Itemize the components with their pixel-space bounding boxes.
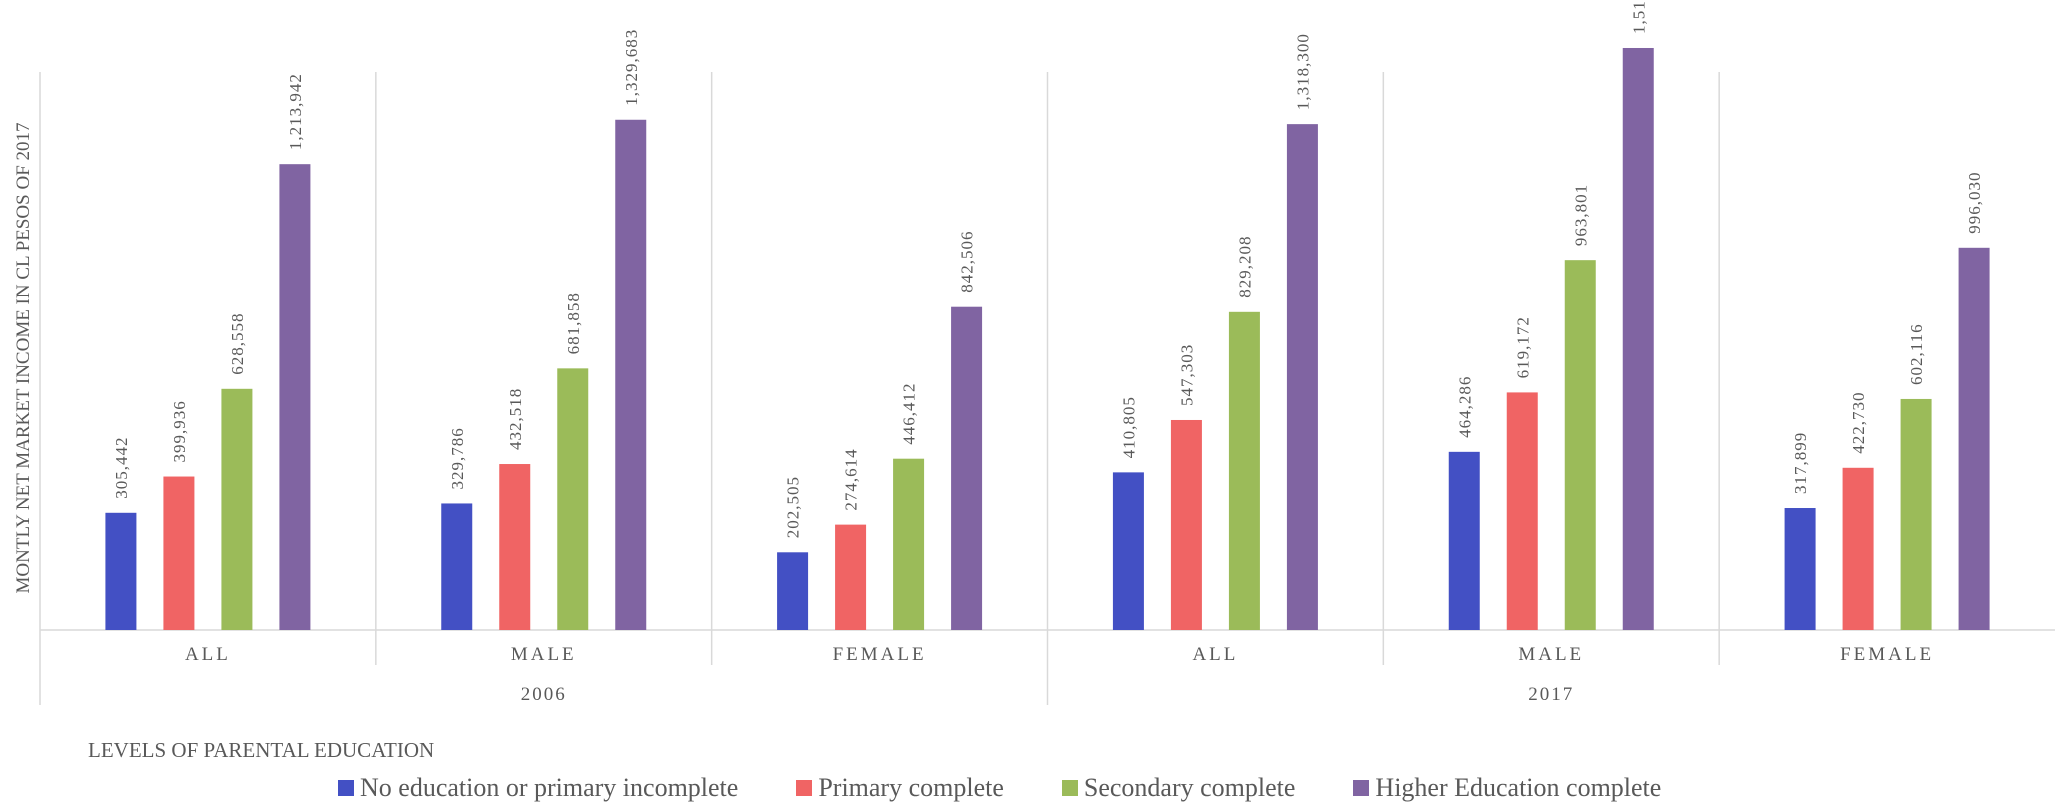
bar: [1170, 419, 1202, 630]
data-label: 1,329,683: [622, 29, 641, 106]
legend-label: No education or primary incomplete: [360, 773, 739, 802]
data-label: 1,213,942: [286, 73, 305, 150]
category-labels: ALL MALE FEMALE ALL MALE FEMALE 2006 2017: [185, 644, 1934, 705]
legend-label: Primary complete: [818, 773, 1004, 802]
category-label: FEMALE: [1840, 644, 1934, 665]
bar: [835, 524, 867, 630]
bar: [1506, 392, 1538, 630]
data-label: 628,558: [228, 313, 247, 375]
category-label: ALL: [1192, 644, 1238, 665]
data-label: 996,030: [1965, 172, 1984, 234]
legend-label: Higher Education complete: [1375, 773, 1662, 802]
bar: [615, 119, 647, 630]
data-label: 202,505: [784, 476, 803, 538]
bar: [221, 388, 253, 630]
group-label: 2017: [1528, 684, 1574, 705]
bar: [777, 552, 809, 630]
data-label: 619,172: [1513, 316, 1532, 378]
data-label: 464,286: [1455, 376, 1474, 438]
bar: [279, 164, 311, 630]
data-label: 432,518: [506, 388, 525, 450]
legend-item: Secondary complete: [1061, 773, 1296, 803]
legend-title: LEVELS OF PARENTAL EDUCATION: [88, 738, 435, 762]
data-label: 399,936: [170, 400, 189, 462]
category-label: MALE: [1518, 644, 1584, 665]
data-label: 681,858: [564, 292, 583, 354]
bar: [1842, 467, 1874, 630]
data-label: 547,303: [1177, 344, 1196, 406]
data-label: 1,318,300: [1293, 33, 1312, 110]
category-label: ALL: [185, 644, 231, 665]
legend-item: Higher Education complete: [1353, 773, 1661, 803]
legend-swatch: [1061, 780, 1078, 796]
data-label: 274,614: [842, 448, 861, 510]
data-label: 329,786: [448, 427, 467, 489]
group-label: 2006: [521, 684, 567, 705]
bar: [1900, 398, 1932, 630]
bar: [1112, 472, 1144, 630]
data-label: 602,116: [1907, 323, 1926, 385]
data-label: 410,805: [1119, 396, 1138, 458]
data-label: 446,412: [900, 382, 919, 444]
bar: [163, 476, 195, 630]
category-label: FEMALE: [833, 644, 927, 665]
data-label: 305,442: [112, 437, 131, 499]
legend-label: Secondary complete: [1083, 773, 1296, 802]
data-label: 842,506: [958, 230, 977, 292]
bar: [441, 503, 473, 630]
bar: [893, 458, 925, 630]
bar: [1622, 47, 1654, 630]
legend-item: Primary complete: [796, 773, 1004, 803]
legend-swatch: [1353, 780, 1370, 796]
bar-chart: 305,442 329,786 202,505 410,805 464,286 317,8…: [13, 0, 2055, 705]
bar: [499, 464, 531, 630]
bar: [951, 306, 983, 630]
data-label: 1,516,739: [1629, 0, 1648, 34]
legend: No education or primary incomplete Primar…: [338, 773, 1661, 803]
bar: [1448, 451, 1480, 630]
data-label: 317,899: [1791, 432, 1810, 494]
bar: [1228, 311, 1260, 630]
axes: [39, 72, 2055, 705]
data-label: 829,208: [1235, 236, 1254, 298]
bar: [1564, 260, 1596, 630]
bar: [105, 512, 137, 630]
bars: [105, 47, 1990, 631]
data-label: 963,801: [1571, 184, 1590, 246]
y-axis-label: MONTLY NET MARKET INCOME IN CL PESOS OF …: [13, 122, 34, 593]
bar: [557, 368, 589, 630]
bar: [1784, 508, 1816, 630]
bar: [1958, 247, 1990, 630]
legend-swatch: [796, 780, 813, 796]
category-label: MALE: [511, 644, 577, 665]
legend-item: No education or primary incomplete: [338, 773, 738, 803]
bar: [1286, 124, 1318, 631]
data-label: 422,730: [1849, 392, 1868, 454]
data-labels: 305,442 329,786 202,505 410,805 464,286 317,8…: [112, 0, 1984, 538]
legend-swatch: [338, 780, 354, 796]
